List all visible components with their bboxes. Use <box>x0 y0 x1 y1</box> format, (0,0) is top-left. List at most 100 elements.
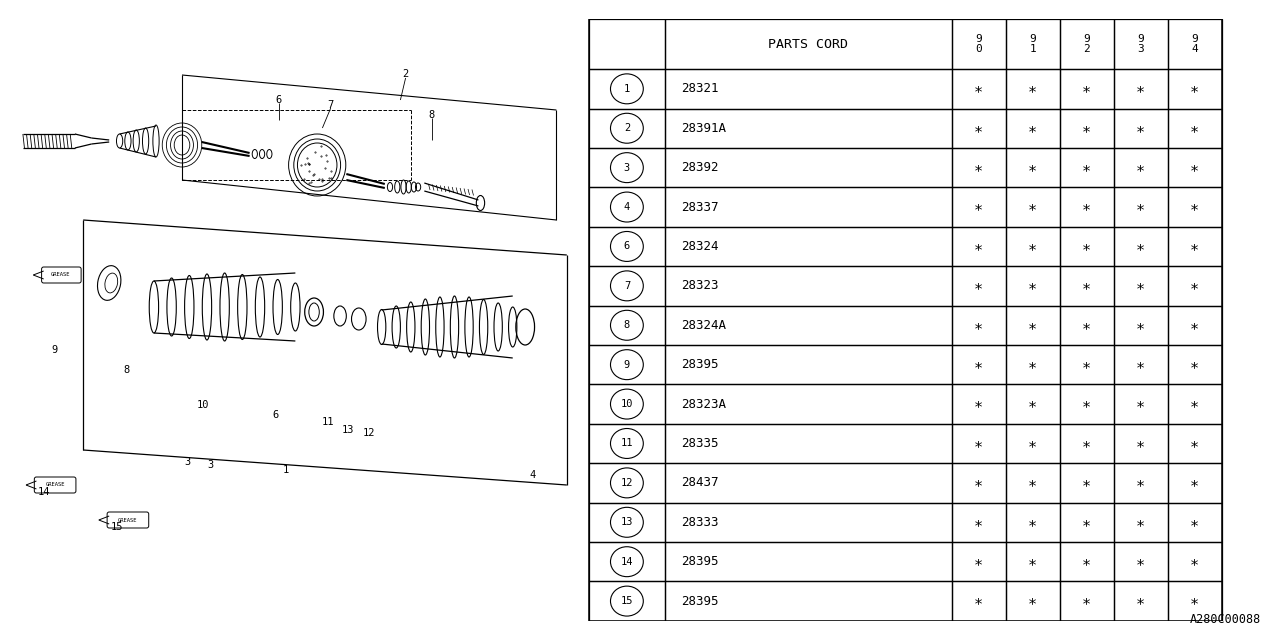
Bar <box>664 19 951 69</box>
Text: ∗: ∗ <box>1137 515 1146 530</box>
Text: 28324A: 28324A <box>681 319 726 332</box>
Bar <box>1060 305 1114 345</box>
Text: 6: 6 <box>273 410 279 420</box>
Bar <box>951 385 1006 424</box>
Text: ∗: ∗ <box>974 397 983 412</box>
Text: ∗: ∗ <box>1082 121 1092 136</box>
Bar <box>1114 188 1167 227</box>
Text: ∗: ∗ <box>1190 397 1199 412</box>
Text: ∗: ∗ <box>1190 318 1199 333</box>
Text: 9
1: 9 1 <box>1029 34 1036 54</box>
Text: 9
0: 9 0 <box>975 34 982 54</box>
Bar <box>589 148 664 188</box>
Bar <box>1114 542 1167 581</box>
Text: ∗: ∗ <box>1137 593 1146 609</box>
Text: ∗: ∗ <box>1137 278 1146 293</box>
Text: 4: 4 <box>530 470 535 480</box>
Text: ∗: ∗ <box>1082 397 1092 412</box>
Text: ∗: ∗ <box>1190 81 1199 97</box>
Bar <box>1167 345 1222 385</box>
Bar <box>664 305 951 345</box>
Text: ∗: ∗ <box>1028 278 1037 293</box>
Text: 6: 6 <box>623 241 630 252</box>
Bar <box>589 385 664 424</box>
Bar <box>1167 424 1222 463</box>
Text: ∗: ∗ <box>1137 81 1146 97</box>
Text: 15: 15 <box>110 522 123 532</box>
Bar <box>1167 19 1222 69</box>
Bar <box>1167 188 1222 227</box>
Text: ∗: ∗ <box>1137 121 1146 136</box>
Bar <box>951 148 1006 188</box>
Text: ∗: ∗ <box>1082 278 1092 293</box>
Bar <box>951 305 1006 345</box>
Text: 13: 13 <box>342 425 355 435</box>
Bar <box>589 19 664 69</box>
Bar <box>951 542 1006 581</box>
Bar <box>664 188 951 227</box>
Bar <box>1006 69 1060 109</box>
Text: 28437: 28437 <box>681 476 719 490</box>
Bar <box>1060 581 1114 621</box>
Text: 28395: 28395 <box>681 555 719 568</box>
Text: GREASE: GREASE <box>51 273 70 278</box>
Text: ∗: ∗ <box>1028 160 1037 175</box>
Text: ∗: ∗ <box>1190 239 1199 254</box>
Text: ∗: ∗ <box>1082 554 1092 569</box>
Text: 8: 8 <box>124 365 131 375</box>
Bar <box>1114 385 1167 424</box>
Text: 28335: 28335 <box>681 437 719 450</box>
Bar <box>1006 502 1060 542</box>
Bar <box>664 463 951 502</box>
Text: 9
4: 9 4 <box>1192 34 1198 54</box>
Text: ∗: ∗ <box>974 357 983 372</box>
Text: ∗: ∗ <box>974 239 983 254</box>
Bar <box>1167 227 1222 266</box>
Bar <box>951 581 1006 621</box>
Bar <box>1006 188 1060 227</box>
Bar <box>951 19 1006 69</box>
Bar <box>589 188 664 227</box>
Text: ∗: ∗ <box>1082 160 1092 175</box>
Text: ∗: ∗ <box>1028 554 1037 569</box>
Text: ∗: ∗ <box>1190 160 1199 175</box>
Text: 28395: 28395 <box>681 358 719 371</box>
Text: ∗: ∗ <box>1190 515 1199 530</box>
Text: ∗: ∗ <box>974 200 983 214</box>
Text: 28392: 28392 <box>681 161 719 174</box>
Bar <box>664 109 951 148</box>
Bar <box>1006 345 1060 385</box>
Bar <box>1060 69 1114 109</box>
Text: ∗: ∗ <box>1082 318 1092 333</box>
Bar <box>1060 227 1114 266</box>
Text: ∗: ∗ <box>1028 81 1037 97</box>
Text: ∗: ∗ <box>1082 357 1092 372</box>
Bar <box>589 463 664 502</box>
Text: 2: 2 <box>623 124 630 133</box>
Bar <box>664 266 951 305</box>
Bar <box>951 69 1006 109</box>
Text: 1: 1 <box>283 465 289 475</box>
Text: 12: 12 <box>621 478 634 488</box>
Bar <box>1167 148 1222 188</box>
Bar <box>589 227 664 266</box>
Bar <box>1114 69 1167 109</box>
Text: ∗: ∗ <box>1137 357 1146 372</box>
Text: ∗: ∗ <box>1028 200 1037 214</box>
Text: ∗: ∗ <box>974 515 983 530</box>
Bar <box>1114 581 1167 621</box>
Text: 2: 2 <box>402 69 408 79</box>
Bar <box>1060 345 1114 385</box>
Text: ∗: ∗ <box>974 554 983 569</box>
Text: ∗: ∗ <box>1082 239 1092 254</box>
Bar <box>1167 109 1222 148</box>
Bar <box>664 345 951 385</box>
Text: ∗: ∗ <box>974 476 983 490</box>
Bar <box>951 188 1006 227</box>
Text: 6: 6 <box>275 95 282 105</box>
Bar <box>664 148 951 188</box>
Bar <box>589 69 664 109</box>
Text: ∗: ∗ <box>1137 476 1146 490</box>
Text: 28323A: 28323A <box>681 397 726 411</box>
Bar <box>1167 502 1222 542</box>
